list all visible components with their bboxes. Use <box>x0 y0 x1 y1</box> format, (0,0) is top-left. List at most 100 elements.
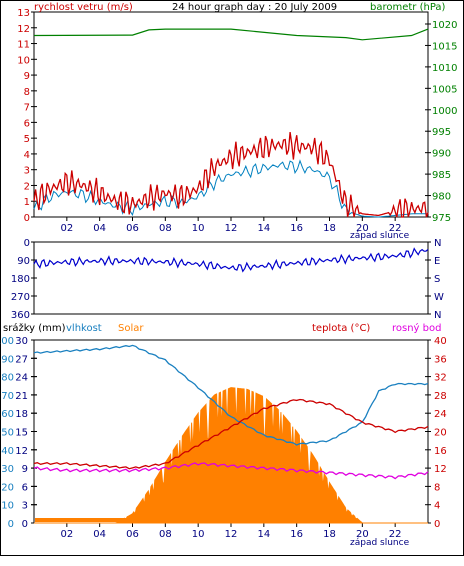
wind-line <box>33 132 429 218</box>
dewpoint-label: rosný bod <box>392 322 441 334</box>
humidity-tick-8: 80 <box>1 373 14 384</box>
solar-label: Solar <box>118 323 144 334</box>
temp-tick-0: 0 <box>434 519 440 530</box>
wind-tick-6: 6 <box>24 118 30 129</box>
bottom-xtick-1: 04 <box>93 529 106 540</box>
wind-tick-7: 7 <box>24 103 30 114</box>
humidity-tick-9: 90 <box>1 354 14 365</box>
top-xtick-0: 02 <box>60 223 73 234</box>
top-xtick-10: 22 <box>389 223 402 234</box>
sunset-label-top: západ slunce <box>350 231 410 241</box>
humidity-tick-10: 100 <box>0 336 14 347</box>
dir-tick-2: 180 <box>11 274 30 285</box>
precip-tick-4: 12 <box>15 446 28 457</box>
bottom-xtick-4: 10 <box>192 529 205 540</box>
direction-degree-ticks: 360 270 180 90 0 <box>11 238 37 321</box>
temp-tick-2: 8 <box>434 482 440 493</box>
precip-tick-0: 0 <box>22 519 28 530</box>
top-xtick-9: 20 <box>356 223 369 234</box>
top-xtick-1: 04 <box>93 223 106 234</box>
bottom-panel: srážky (mm) vlhkost Solar teplota (°C) r… <box>0 322 447 548</box>
bottom-xtick-5: 12 <box>225 529 238 540</box>
sunset-label-bottom: západ slunce <box>350 538 410 548</box>
temp-tick-1: 4 <box>434 501 440 512</box>
pressure-tick-4: 995 <box>432 127 451 138</box>
temp-tick-4: 16 <box>434 446 447 457</box>
pressure-axis-ticks: 975 980 985 990 995 1000 1005 1010 1015 1020 <box>425 20 457 224</box>
temp-tick-8: 32 <box>434 373 447 384</box>
wind-tick-12: 12 <box>17 24 30 35</box>
pressure-tick-9: 1020 <box>432 20 457 31</box>
dewpoint-line <box>33 462 429 480</box>
top-xtick-5: 12 <box>225 223 238 234</box>
precip-tick-10: 30 <box>15 336 28 347</box>
temperature-line <box>33 398 429 470</box>
humidity-tick-4: 40 <box>1 446 14 457</box>
bottom-xtick-0: 02 <box>60 529 73 540</box>
dir-tick-0: 360 <box>11 310 30 321</box>
wind-tick-1: 1 <box>24 197 30 208</box>
pressure-tick-3: 990 <box>432 149 451 160</box>
solar-area <box>34 387 428 524</box>
bottom-xtick-10: 22 <box>389 529 402 540</box>
humidity-tick-3: 30 <box>1 464 14 475</box>
compass-tick-0: N <box>434 310 441 321</box>
wind-tick-11: 11 <box>17 40 30 51</box>
mid-plot-area <box>33 241 429 315</box>
temp-tick-7: 28 <box>434 391 447 402</box>
wind-tick-10: 10 <box>17 55 30 66</box>
pressure-line <box>33 28 429 41</box>
compass-tick-1: W <box>434 292 444 303</box>
compass-tick-2: S <box>434 274 440 285</box>
precip-tick-8: 24 <box>15 373 28 384</box>
wind-tick-5: 5 <box>24 134 30 145</box>
wind-tick-9: 9 <box>24 71 30 82</box>
top-xtick-7: 16 <box>290 223 303 234</box>
top-xtick-8: 18 <box>323 223 336 234</box>
pressure-tick-6: 1005 <box>432 84 457 95</box>
temp-tick-6: 24 <box>434 409 447 420</box>
precip-tick-1: 3 <box>22 501 28 512</box>
wind-tick-4: 4 <box>24 150 30 161</box>
humidity-tick-2: 20 <box>1 482 14 493</box>
humidity-tick-6: 60 <box>1 409 14 420</box>
precip-tick-9: 27 <box>15 354 28 365</box>
precip-tick-5: 15 <box>15 428 28 439</box>
bottom-xtick-9: 20 <box>356 529 369 540</box>
temp-tick-10: 40 <box>434 336 447 347</box>
humidity-tick-0: 0 <box>8 519 14 530</box>
dir-tick-4: 0 <box>24 238 30 249</box>
top-xtick-2: 06 <box>126 223 139 234</box>
precip-tick-2: 6 <box>22 482 28 493</box>
wind-tick-2: 2 <box>24 181 30 192</box>
top-panel: rychlost vetru (m/s) 24 hour graph day :… <box>17 2 457 241</box>
precip-tick-7: 21 <box>15 391 28 402</box>
top-xtick-4: 10 <box>192 223 205 234</box>
top-xtick-3: 08 <box>159 223 172 234</box>
bottom-time-axis: 02 04 06 08 10 12 14 16 18 20 22 <box>60 523 402 540</box>
dir-tick-1: 270 <box>11 292 30 303</box>
wind-tick-8: 8 <box>24 87 30 98</box>
wind-tick-3: 3 <box>24 166 30 177</box>
wind-tick-0: 0 <box>24 213 30 224</box>
precip-tick-3: 9 <box>22 464 28 475</box>
compass-tick-3: E <box>434 256 440 267</box>
pressure-tick-0: 975 <box>432 213 451 224</box>
temp-tick-3: 12 <box>434 464 447 475</box>
humidity-axis-ticks: 0102030405060708090100 <box>0 336 37 530</box>
chart-title: 24 hour graph day : 20 July 2009 <box>172 2 337 13</box>
temp-tick-5: 20 <box>434 428 447 439</box>
top-plot-area <box>33 11 429 218</box>
top-time-axis: 02 04 06 08 10 12 14 16 18 20 22 <box>60 217 402 234</box>
solar-baseline <box>35 518 351 522</box>
temp-tick-9: 36 <box>434 354 447 365</box>
pressure-tick-1: 980 <box>432 192 451 203</box>
dir-tick-3: 90 <box>17 256 30 267</box>
pressure-axis-title: barometr (hPa) <box>370 2 446 13</box>
bottom-xtick-7: 16 <box>290 529 303 540</box>
humidity-tick-7: 70 <box>1 391 14 402</box>
bottom-xtick-2: 06 <box>126 529 139 540</box>
